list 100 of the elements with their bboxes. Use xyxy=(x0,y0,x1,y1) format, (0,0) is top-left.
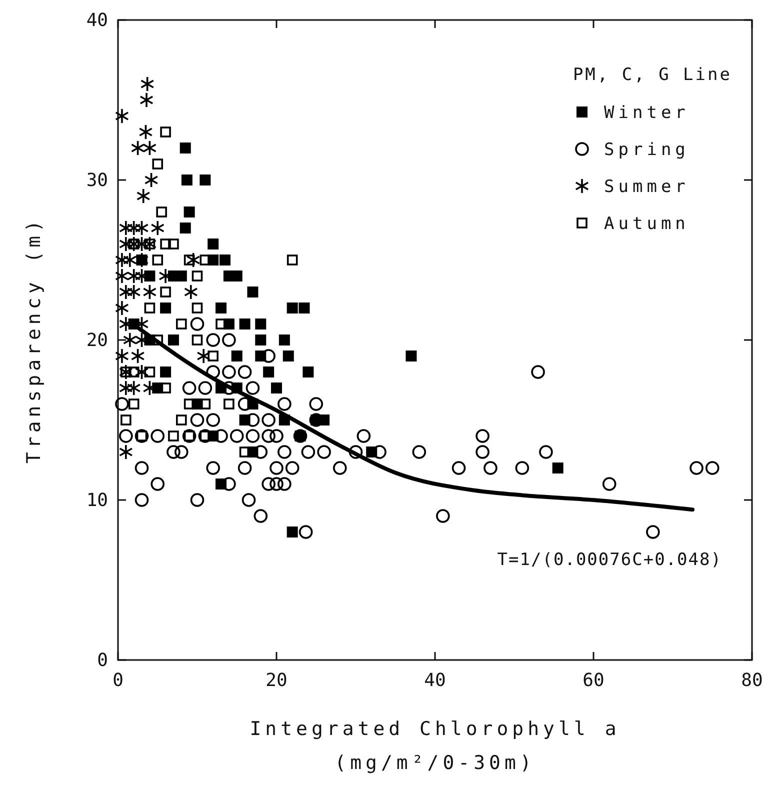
point xyxy=(239,318,250,330)
point xyxy=(160,302,172,314)
point xyxy=(160,286,171,298)
point xyxy=(115,300,129,316)
point xyxy=(286,526,298,538)
point xyxy=(263,366,274,378)
point xyxy=(115,348,129,364)
point xyxy=(200,174,211,186)
y-tick-label: 20 xyxy=(86,330,108,351)
point xyxy=(126,236,141,252)
point xyxy=(118,284,133,300)
point xyxy=(136,188,150,204)
point xyxy=(302,366,314,378)
point xyxy=(180,222,191,234)
point xyxy=(186,252,200,268)
point xyxy=(120,414,132,426)
point xyxy=(136,430,148,442)
point xyxy=(115,108,129,124)
point xyxy=(192,334,203,346)
y-tick-label: 10 xyxy=(86,490,108,511)
point xyxy=(286,302,298,314)
point xyxy=(118,220,133,236)
point xyxy=(160,366,172,378)
point xyxy=(176,414,187,426)
legend-label: Summer xyxy=(604,177,690,197)
point xyxy=(298,302,310,314)
point xyxy=(168,334,179,346)
legend-label: Winter xyxy=(604,103,690,123)
point xyxy=(118,364,133,380)
annotation: T=1/(0.00076C+0.048) xyxy=(497,550,722,570)
point xyxy=(144,302,156,314)
x-tick-label: 40 xyxy=(424,670,446,691)
point xyxy=(138,124,153,140)
point xyxy=(118,380,133,396)
point xyxy=(192,270,203,282)
point xyxy=(134,364,149,380)
x-tick-label: 60 xyxy=(582,670,604,691)
point xyxy=(184,430,195,442)
point xyxy=(126,220,141,236)
point xyxy=(130,140,145,156)
point xyxy=(282,350,294,362)
point xyxy=(118,236,133,252)
point xyxy=(255,318,266,330)
point xyxy=(168,238,179,250)
legend-label: Spring xyxy=(604,140,690,160)
point xyxy=(122,252,137,268)
point xyxy=(118,444,133,460)
x-tick-label: 0 xyxy=(112,670,124,691)
point xyxy=(144,172,158,188)
point xyxy=(152,158,164,170)
point xyxy=(134,236,149,252)
point xyxy=(255,334,266,346)
point xyxy=(130,348,145,364)
point xyxy=(271,382,282,394)
point xyxy=(134,220,149,236)
point xyxy=(196,348,211,364)
point xyxy=(160,126,171,138)
point xyxy=(152,254,164,266)
point xyxy=(115,268,129,284)
point xyxy=(286,254,298,266)
point xyxy=(216,302,227,314)
point xyxy=(126,380,141,396)
point xyxy=(406,350,417,362)
point xyxy=(142,236,157,252)
point xyxy=(184,254,195,266)
point xyxy=(552,462,564,474)
point xyxy=(219,254,230,266)
point xyxy=(142,284,157,300)
point xyxy=(126,284,141,300)
point xyxy=(192,302,203,314)
point xyxy=(144,238,156,250)
point xyxy=(168,430,179,442)
y-tick-label: 30 xyxy=(86,170,108,191)
y-axis-title: Transparency (m) xyxy=(23,216,45,464)
point xyxy=(128,238,140,250)
y-tick-label: 40 xyxy=(86,10,108,31)
point xyxy=(208,350,218,362)
point xyxy=(181,174,192,186)
point xyxy=(156,206,167,218)
x-tick-label: 80 xyxy=(741,670,763,691)
point xyxy=(180,142,191,154)
x-tick-label: 20 xyxy=(266,670,288,691)
legend-title: PM, C, G Line xyxy=(572,65,732,85)
point xyxy=(184,284,198,300)
point xyxy=(140,76,154,92)
x-axis-title: Integrated Chlorophyll a (mg/m²/0-30m) xyxy=(250,718,620,774)
point xyxy=(128,366,140,378)
point xyxy=(144,366,156,378)
point xyxy=(120,366,132,378)
point xyxy=(115,252,129,268)
legend-label: Autumn xyxy=(604,214,690,234)
point xyxy=(126,268,141,284)
y-tick-label: 0 xyxy=(97,650,108,671)
point xyxy=(150,220,165,236)
point xyxy=(128,398,140,410)
point xyxy=(208,238,219,250)
point xyxy=(140,92,154,108)
point xyxy=(142,140,157,156)
point xyxy=(278,334,290,346)
point xyxy=(122,332,137,348)
